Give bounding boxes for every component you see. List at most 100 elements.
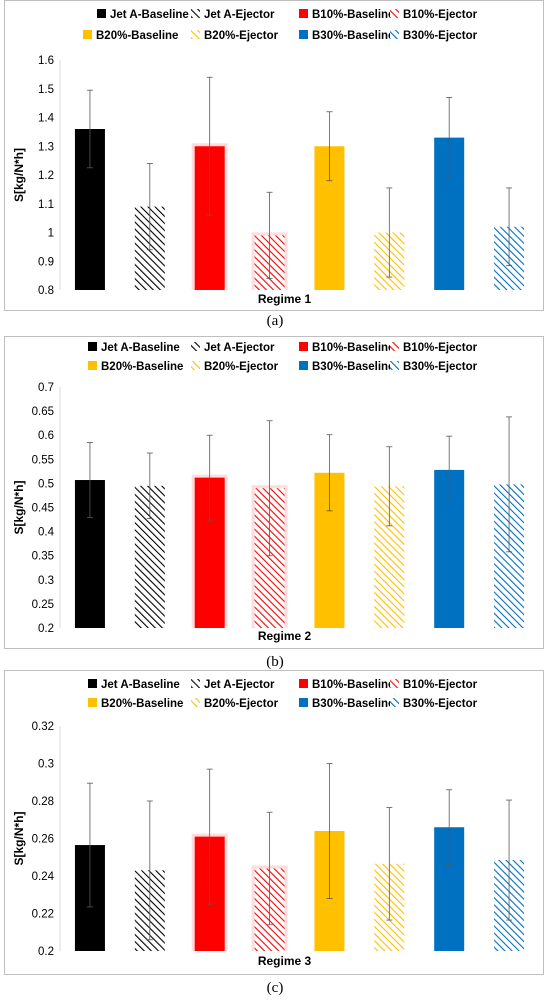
y-tick-label: 0.3 [38,759,54,771]
bar-group-b30-baseline [434,435,465,628]
y-tick-label: 0.28 [32,796,54,808]
panel-caption-b: (b) [266,654,284,670]
chart-panel-a: Jet A-Baseline Jet A-Ejector B10%-Baseline… [0,0,550,336]
bar-group-b20-baseline [314,111,345,290]
y-tick-label: 1.2 [38,170,54,182]
legend-label: B10%-Ejector [403,9,478,21]
y-tick-label: 1.5 [38,84,54,96]
bar-group-b10-ejector [251,191,288,290]
bar-group-jet-a-ejector [134,163,165,290]
bar-group-b10-baseline [191,768,228,951]
chart-panel-c: Jet A-Baseline Jet A-Ejector B10%-Baseline… [0,670,550,1002]
legend-item-b30-baseline: B30%-Baseline [299,30,394,42]
legend-swatch [191,698,200,707]
legend-swatch [299,30,308,39]
legend-item-jet-a-ejector: Jet A-Ejector [191,9,275,21]
legend-swatch [83,30,92,39]
legend-label: B20%-Ejector [204,361,279,373]
legend-item-jet-a-baseline: Jet A-Baseline [88,679,180,691]
x-axis-title: Regime 3 [258,954,312,968]
legend-item-jet-a-ejector: Jet A-Ejector [191,679,275,691]
legend-label: B10%-Baseline [312,679,394,691]
legend-label: B20%-Baseline [101,698,183,710]
legend-item-b30-ejector: B30%-Ejector [390,30,478,42]
bar-group-b10-baseline [191,76,228,290]
bar-group-b20-baseline [314,434,345,628]
y-tick-label: 1.3 [38,141,54,153]
legend-label: B20%-Baseline [101,361,183,373]
legend-item-b30-ejector: B30%-Ejector [390,698,478,710]
y-tick-label: 0.9 [38,256,54,268]
bar-group-jet-a-ejector [134,452,165,628]
legend-item-b20-ejector: B20%-Ejector [191,30,279,42]
chart-c: Jet A-Baseline Jet A-Ejector B10%-Baseline… [12,679,525,968]
legend-swatch [88,342,97,351]
y-tick-label: 1.6 [38,55,54,67]
y-tick-label: 0.35 [32,551,54,563]
legend-swatch [191,9,200,18]
legend-label: B30%-Baseline [312,30,394,42]
y-tick-label: 0.25 [32,599,54,611]
legend-swatch [97,9,106,18]
y-tick-label: 0.6 [38,430,54,442]
legend-swatch [390,698,399,707]
legend-item-jet-a-baseline: Jet A-Baseline [88,342,180,354]
y-tick-label: 0.5 [38,478,54,490]
legend-swatch [390,342,399,351]
y-tick-label: 0.24 [32,871,55,883]
panel-caption-a: (a) [266,313,284,329]
chart-frame-c: Jet A-Baseline Jet A-Ejector B10%-Baseline… [4,670,544,975]
y-tick-label: 1.4 [38,113,55,125]
bar-group-b30-baseline [434,789,465,951]
bar-group-b30-ejector [494,187,525,290]
legend-swatch [390,361,399,370]
legend-label: Jet A-Baseline [110,9,189,21]
legend-swatch [299,698,308,707]
legend-swatch [299,342,308,351]
legend-swatch [299,679,308,688]
bar-group-b30-baseline [434,96,465,290]
bar-group-b20-ejector [374,807,405,951]
legend-label: Jet A-Baseline [101,679,180,691]
legend-item-jet-a-ejector: Jet A-Ejector [191,342,275,354]
legend-label: Jet A-Baseline [101,342,180,354]
legend-item-b20-baseline: B20%-Baseline [88,698,183,710]
y-axis-title: S[kg/N*h] [12,811,26,865]
y-tick-label: 0.8 [38,285,54,297]
y-tick-label: 0.32 [32,721,54,733]
panel-caption-c: (c) [266,980,284,996]
legend-swatch [191,679,200,688]
legend-item-jet-a-baseline: Jet A-Baseline [97,9,189,21]
legend-item-b10-baseline: B10%-Baseline [299,679,394,691]
legend-swatch [390,679,399,688]
legend-label: B10%-Ejector [403,679,478,691]
legend-label: B30%-Baseline [312,361,394,373]
legend-label: Jet A-Ejector [204,9,275,21]
legend-item-b10-baseline: B10%-Baseline [299,342,394,354]
legend-label: Jet A-Ejector [204,342,275,354]
y-tick-label: 0.2 [38,623,54,635]
legend-swatch [191,342,200,351]
bar-group-b20-ejector [374,187,405,290]
legend-swatch [390,9,399,18]
legend-item-b20-baseline: B20%-Baseline [88,361,183,373]
legend-swatch [191,30,200,39]
y-tick-label: 0.7 [38,382,54,394]
bar-group-b30-ejector [494,799,525,951]
bar-group-b10-ejector [251,420,288,628]
legend-item-b30-ejector: B30%-Ejector [390,361,478,373]
legend-item-b10-ejector: B10%-Ejector [390,9,478,21]
legend-item-b20-ejector: B20%-Ejector [191,698,279,710]
legend-swatch [299,9,308,18]
bar-group-jet-a-baseline [74,782,105,951]
y-tick-label: 0.45 [32,503,54,515]
legend-item-b20-ejector: B20%-Ejector [191,361,279,373]
chart-frame-b: Jet A-Baseline Jet A-Ejector B10%-Baseline… [4,336,544,649]
legend-swatch [88,679,97,688]
legend-label: B10%-Baseline [312,9,394,21]
y-tick-label: 1.1 [38,199,54,211]
chart-b: Jet A-Baseline Jet A-Ejector B10%-Baseline… [12,342,525,643]
bar-group-b30-ejector [494,416,525,628]
legend-label: B10%-Baseline [312,342,394,354]
y-tick-label: 0.2 [38,946,54,958]
